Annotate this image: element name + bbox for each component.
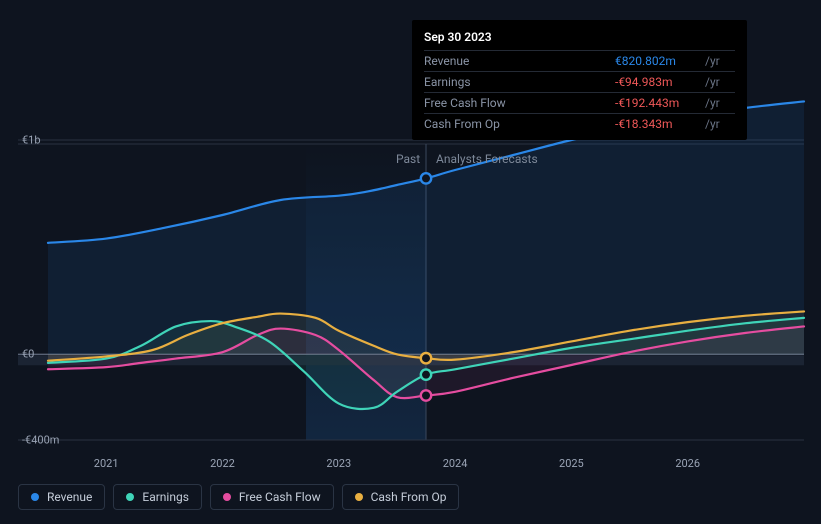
tooltip-row-label: Cash From Op	[424, 114, 615, 135]
x-tick-label: 2021	[94, 457, 119, 470]
tooltip-row-label: Free Cash Flow	[424, 93, 615, 114]
x-tick-label: 2025	[559, 457, 584, 470]
tooltip-date: Sep 30 2023	[424, 28, 735, 46]
legend: Revenue Earnings Free Cash Flow Cash From O…	[18, 484, 459, 510]
legend-label: Cash From Op	[371, 490, 447, 504]
legend-dot-icon	[31, 493, 39, 501]
legend-item-earnings[interactable]: Earnings	[113, 484, 202, 510]
legend-label: Earnings	[142, 490, 189, 504]
tooltip-row: Earnings-€94.983m/yr	[424, 72, 735, 93]
y-tick-label: €1b	[22, 134, 41, 147]
tooltip-row-label: Earnings	[424, 72, 615, 93]
tooltip-row-unit: /yr	[705, 93, 735, 114]
forecast-label: Analysts Forecasts	[436, 152, 538, 166]
y-tick-label: -€400m	[22, 434, 59, 447]
legend-label: Revenue	[47, 490, 92, 504]
legend-item-fcf[interactable]: Free Cash Flow	[210, 484, 334, 510]
past-label: Past	[396, 152, 420, 166]
chart-container: €1b €0 -€400m 2021 2022 2023 2024 2025 2026 Pas…	[0, 0, 821, 524]
legend-item-cash_from_op[interactable]: Cash From Op	[342, 484, 460, 510]
legend-label: Free Cash Flow	[239, 490, 321, 504]
legend-dot-icon	[126, 493, 134, 501]
tooltip-row-label: Revenue	[424, 51, 615, 72]
tooltip-row-unit: /yr	[705, 114, 735, 135]
x-tick-label: 2023	[326, 457, 351, 470]
legend-dot-icon	[223, 493, 231, 501]
tooltip-row-value: €820.802m	[615, 51, 705, 72]
tooltip: Sep 30 2023 Revenue€820.802m/yrEarnings-…	[412, 20, 747, 140]
legend-dot-icon	[355, 493, 363, 501]
legend-item-revenue[interactable]: Revenue	[18, 484, 105, 510]
tooltip-row-value: -€94.983m	[615, 72, 705, 93]
y-tick-label: €0	[22, 348, 34, 361]
tooltip-row: Revenue€820.802m/yr	[424, 51, 735, 72]
x-tick-label: 2022	[210, 457, 235, 470]
tooltip-row-value: -€192.443m	[615, 93, 705, 114]
x-tick-label: 2024	[443, 457, 468, 470]
tooltip-row-unit: /yr	[705, 51, 735, 72]
x-tick-label: 2026	[675, 457, 700, 470]
tooltip-row-unit: /yr	[705, 72, 735, 93]
tooltip-row: Free Cash Flow-€192.443m/yr	[424, 93, 735, 114]
tooltip-row-value: -€18.343m	[615, 114, 705, 135]
tooltip-row: Cash From Op-€18.343m/yr	[424, 114, 735, 135]
